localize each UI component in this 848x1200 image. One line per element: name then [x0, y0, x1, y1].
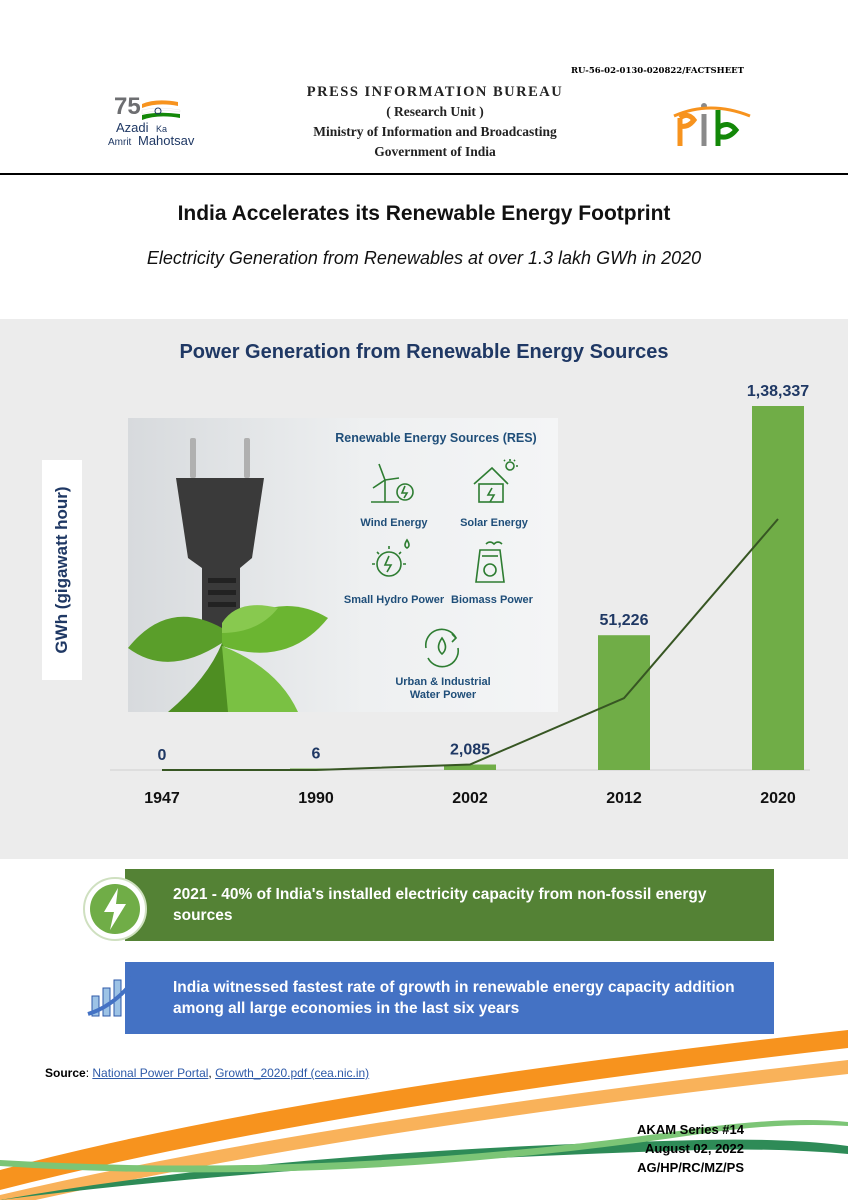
logo-word-mahotsav: Mahotsav [138, 133, 195, 148]
footer-series: AKAM Series #14 [637, 1122, 744, 1137]
lightning-bolt-icon [83, 877, 147, 941]
solar-house-icon [473, 459, 518, 503]
value-label-2020: 1,38,337 [747, 383, 809, 400]
org-line-unit: ( Research Unit ) [386, 104, 484, 119]
reference-code: RU-56-02-0130-020822/FACTSHEET [570, 66, 744, 76]
page-title: India Accelerates its Renewable Energy F… [177, 202, 671, 225]
res-title: Renewable Energy Sources (RES) [335, 431, 537, 445]
logo-chakra [154, 107, 162, 115]
res-label-biomass: Biomass Power [451, 594, 533, 606]
pib-logo [673, 103, 751, 146]
source-line: Source: National Power Portal, Growth_20… [45, 1066, 370, 1080]
azadi-ka-amrit-mahotsav-logo: 75 Azadi Ka Amrit Mahotsav [108, 93, 195, 148]
page-subtitle: Electricity Generation from Renewables a… [146, 248, 702, 268]
plug-illustration [128, 438, 328, 712]
logo-word-ka: Ka [156, 124, 167, 134]
fact-text-growth: India witnessed fastest rate of growth i… [173, 979, 735, 1017]
value-label-2002: 2,085 [450, 742, 490, 759]
x-tick-2012: 2012 [606, 790, 642, 807]
source-label: Source [45, 1066, 86, 1080]
res-label-wind: Wind Energy [360, 517, 428, 529]
hydro-bulb-icon [372, 538, 410, 577]
res-label-water: Urban & Industrial Water Power [395, 676, 491, 701]
source-separator: , [208, 1066, 216, 1080]
bar-chart: 0 1947 6 1990 2,085 2002 51,226 2012 1,38,337 202… [110, 383, 810, 807]
source-link-national-power-portal[interactable]: National Power Portal [92, 1066, 209, 1080]
tricolour-waves [0, 1030, 848, 1200]
bar-2002 [444, 764, 496, 770]
value-label-1947: 0 [158, 747, 167, 764]
x-tick-2002: 2002 [452, 790, 488, 807]
value-label-1990: 6 [312, 746, 321, 763]
logo-saffron-stroke [142, 100, 178, 108]
logo-white-stroke [141, 107, 181, 115]
fact-banner-growth: India witnessed fastest rate of growth i… [125, 962, 774, 1034]
fact-text-capacity: 2021 - 40% of India's installed electric… [173, 886, 707, 924]
logo-word-amrit: Amrit [108, 137, 132, 148]
source-link-cea-report[interactable]: Growth_2020.pdf (cea.nic.in) [215, 1066, 370, 1080]
logo-green-stroke [142, 112, 180, 120]
x-tick-1990: 1990 [298, 790, 334, 807]
footer-series-info: AKAM Series #14 August 02, 2022 AG/HP/RC… [560, 1120, 744, 1177]
header-divider [0, 173, 848, 175]
res-label-hydro: Small Hydro Power [343, 594, 445, 606]
footer-date: August 02, 2022 [645, 1141, 744, 1156]
organization-header: PRESS INFORMATION BUREAU ( Research Unit… [270, 82, 600, 162]
logo-word-azadi: Azadi [116, 120, 149, 135]
org-line-government: Government of India [374, 144, 496, 159]
logo-number: 75 [114, 93, 141, 120]
chart-title: Power Generation from Renewable Energy S… [179, 341, 669, 363]
org-line-bureau: PRESS INFORMATION BUREAU [306, 84, 564, 100]
org-line-ministry: Ministry of Information and Broadcasting [313, 124, 557, 139]
fact-banner-capacity: 2021 - 40% of India's installed electric… [125, 869, 774, 941]
bar-2020 [752, 406, 804, 770]
x-tick-2020: 2020 [760, 790, 796, 807]
trend-line [161, 518, 779, 771]
res-label-solar: Solar Energy [460, 517, 528, 529]
x-tick-1947: 1947 [144, 790, 180, 807]
y-axis-label-box: GWh (gigawatt hour) [42, 460, 82, 680]
footer-initials: AG/HP/RC/MZ/PS [637, 1160, 744, 1175]
biomass-plant-icon [475, 541, 505, 583]
bar-2012 [598, 635, 650, 770]
water-cycle-icon [424, 628, 460, 668]
growth-chart-icon [87, 974, 138, 1017]
wind-turbine-icon [371, 463, 414, 503]
value-label-2012: 51,226 [600, 612, 649, 629]
